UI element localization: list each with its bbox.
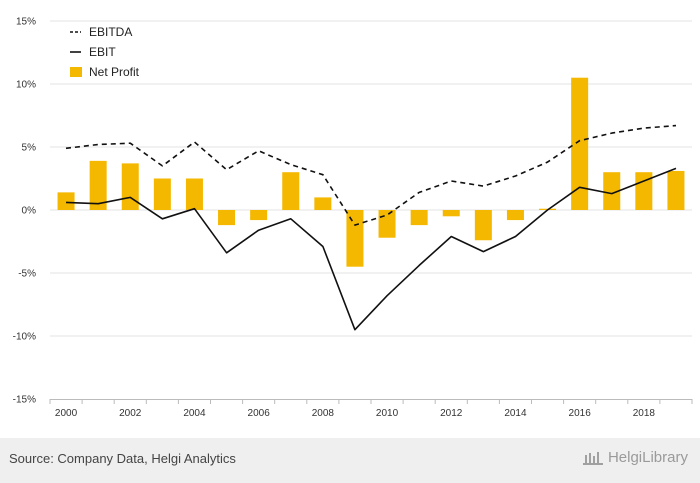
gridlines (50, 20, 692, 337)
net-profit-bar (506, 210, 524, 221)
net-profit-bar (153, 178, 171, 210)
net-profit-bar (667, 170, 685, 210)
source-note: Source: Company Data, Helgi Analytics (9, 451, 236, 466)
y-tick-label: 0% (22, 206, 37, 217)
net-profit-bar (603, 172, 621, 210)
ebitda-line (65, 124, 677, 226)
line-series (65, 124, 677, 331)
library-icon (582, 451, 603, 465)
y-tick-label: -5% (18, 269, 36, 280)
x-tick-label: 2002 (119, 408, 142, 419)
net-profit-bar (378, 210, 396, 238)
net-profit-bar (314, 197, 332, 210)
net-profit-bar (410, 210, 428, 226)
legend-swatch-net-profit (70, 67, 82, 77)
x-tick-label: 2006 (248, 408, 271, 419)
legend-label-net-profit: Net Profit (89, 65, 140, 79)
net-profit-bar (89, 160, 107, 210)
x-axis-ticks: 2000 2002 2004 2006 2008 2010 2012 2014 2016 2018 (55, 408, 655, 419)
net-profit-bar (121, 163, 139, 210)
footer: Source: Company Data, Helgi Analytics He… (0, 438, 700, 483)
net-profit-bar (635, 172, 653, 210)
ebit-line (65, 167, 677, 331)
net-profit-bar (185, 178, 203, 210)
net-profit-bar (57, 192, 75, 210)
chart: 15%10%5%0%-5%-10%-15% 2000 2002 2004 2006 20… (13, 17, 693, 419)
legend-label-ebit: EBIT (89, 45, 116, 59)
x-tick-label: 2010 (376, 408, 399, 419)
y-axis-ticks: 15% 10% 5% 0% -5% -10% -15% (13, 17, 36, 406)
x-tick-label: 2018 (633, 408, 656, 419)
y-tick-label: -10% (13, 332, 36, 343)
y-tick-label: -15% (13, 395, 36, 406)
legend: EBITDA EBIT Net Profit (70, 25, 140, 79)
brand-name: HelgiLibrary (607, 449, 688, 466)
x-tick-label: 2014 (504, 408, 527, 419)
y-tick-label: 15% (16, 17, 36, 28)
x-tick-label: 2004 (183, 408, 206, 419)
x-tick-label: 2000 (55, 408, 78, 419)
net-profit-bar (442, 210, 460, 217)
y-tick-label: 5% (22, 143, 37, 154)
net-profit-bars (57, 77, 685, 267)
net-profit-bar (250, 210, 268, 221)
brand-logo[interactable]: HelgiLibrary (582, 449, 688, 466)
x-tick-label: 2008 (312, 408, 335, 419)
x-tick-label: 2012 (440, 408, 463, 419)
net-profit-bar (474, 210, 492, 241)
net-profit-bar (218, 210, 236, 226)
y-tick-label: 10% (16, 80, 36, 91)
net-profit-bar (346, 210, 364, 267)
x-tick-label: 2016 (569, 408, 592, 419)
legend-label-ebitda: EBITDA (89, 25, 132, 39)
net-profit-bar (571, 77, 589, 210)
x-axis (49, 399, 693, 404)
net-profit-bar (282, 172, 300, 210)
